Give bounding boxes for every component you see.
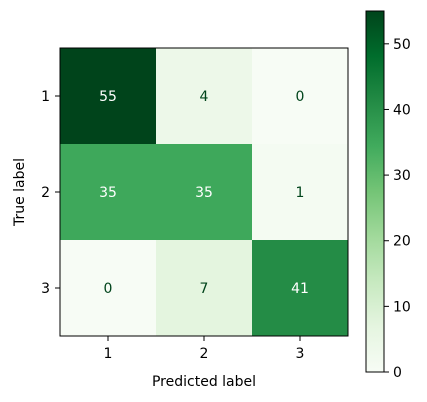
colorbar-tick-label: 20 xyxy=(393,234,411,250)
y-axis-label: True label xyxy=(12,158,28,227)
heatmap-cell-r3-c1 xyxy=(60,240,156,336)
colorbar-axis: 0 10 20 30 40 50 xyxy=(384,37,411,381)
heatmap-cell-r1-c3 xyxy=(252,48,348,144)
cell-value-r1-c3: 0 xyxy=(296,89,305,105)
y-axis: 1 2 3 xyxy=(41,89,60,297)
x-tick-label: 2 xyxy=(200,346,209,362)
y-tick-label: 2 xyxy=(41,185,50,201)
cell-value-r3-c1: 0 xyxy=(104,281,113,297)
cell-value-r1-c2: 4 xyxy=(200,89,209,105)
cell-value-r3-c3: 41 xyxy=(291,281,309,297)
heatmap-cell-r1-c1 xyxy=(60,48,156,144)
cell-value-r3-c2: 7 xyxy=(200,281,209,297)
colorbar-tick-label: 10 xyxy=(393,299,411,315)
cell-value-r1-c1: 55 xyxy=(99,89,117,105)
heatmap-cell-r2-c3 xyxy=(252,144,348,240)
heatmap-cell-r2-c2 xyxy=(156,144,252,240)
cell-value-r2-c2: 35 xyxy=(195,185,213,201)
x-tick-label: 1 xyxy=(104,346,113,362)
colorbar-tick-label: 50 xyxy=(393,37,411,53)
heatmap-cell-r1-c2 xyxy=(156,48,252,144)
x-axis-label: Predicted label xyxy=(152,374,256,390)
heatmap-cell-labels: 55 4 0 35 35 1 0 7 41 xyxy=(99,89,309,297)
colorbar-tick-label: 40 xyxy=(393,102,411,118)
colorbar-tick-label: 0 xyxy=(393,365,402,381)
y-tick-label: 3 xyxy=(41,281,50,297)
cell-value-r2-c3: 1 xyxy=(296,185,305,201)
y-tick-label: 1 xyxy=(41,89,50,105)
colorbar-frame xyxy=(365,10,385,373)
heatmap-cell-r3-c2 xyxy=(156,240,252,336)
x-axis: 1 2 3 xyxy=(104,336,305,362)
heatmap-cells xyxy=(60,48,348,336)
colorbar-gradient xyxy=(366,11,384,372)
heatmap-cell-r2-c1 xyxy=(60,144,156,240)
cell-value-r2-c1: 35 xyxy=(99,185,117,201)
x-tick-label: 3 xyxy=(296,346,305,362)
heatmap-cell-r3-c3 xyxy=(252,240,348,336)
colorbar-tick-label: 30 xyxy=(393,168,411,184)
